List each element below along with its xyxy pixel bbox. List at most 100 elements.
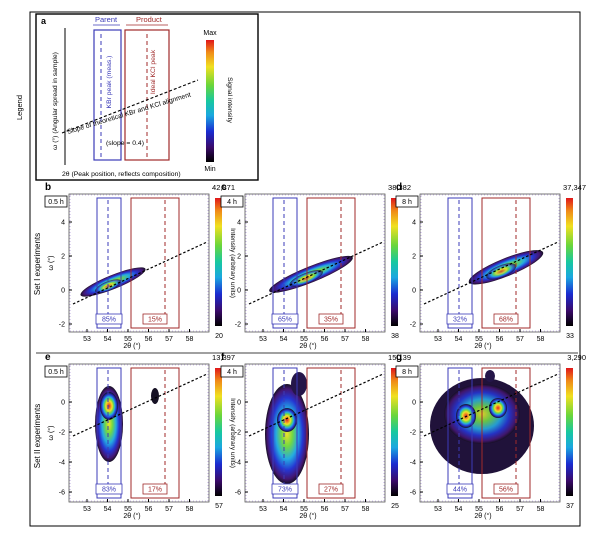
product-box [306,197,356,329]
y-tick-label: 4 [237,220,241,227]
legend-kbr-peak: KBr peak (meas.) [106,56,113,109]
x-tick-label: 54 [455,336,463,343]
x-tick-label: 53 [259,506,267,513]
y-axis-label: ω (°) [47,256,55,271]
panel-letter: d [396,182,402,193]
y-tick-label: -2 [410,430,416,437]
product-pct: 35% [324,317,338,324]
legend-product-box [124,29,170,161]
parent-pct: 44% [453,487,467,494]
parent-box [272,367,298,499]
time-label: 8 h [402,369,412,376]
x-tick-label: 53 [83,506,91,513]
x-tick-label: 57 [516,506,524,513]
colorbar-max-value: 42,871 [212,183,235,192]
x-tick-label: 57 [165,336,173,343]
product-pct-box [142,483,168,495]
product-pct-box [318,313,344,325]
slope-line [423,373,559,437]
legend-colorbar-icon [206,40,214,162]
colorbar-min-value: 25 [391,503,399,510]
x-tick-label: 57 [516,336,524,343]
x-tick-label: 56 [145,506,153,513]
x-tick-label: 55 [300,506,308,513]
x-axis-label: 2θ (°) [299,512,316,520]
y-tick-label: 0 [412,400,416,407]
time-box [220,195,244,208]
legend-colorbar-max: Max [203,30,217,37]
x-tick-label: 54 [280,506,288,513]
parent-pct-box [271,483,299,495]
slope-line [423,241,559,305]
heat-core [489,398,507,418]
panel-border-dots [245,364,385,502]
colorbar-icon [566,368,573,496]
panel-border-dots [420,364,560,502]
y-tick-label: -2 [59,430,65,437]
parent-pct-box [95,483,123,495]
legend-side-label: Legend [15,95,24,120]
y-tick-label: -4 [235,460,241,467]
y-tick-label: -6 [410,490,416,497]
product-box [481,197,531,329]
colorbar-icon [215,368,222,496]
y-tick-label: -2 [410,322,416,329]
legend-panel: a Legend Parent Product KBr peak (meas.)… [15,13,259,181]
legend-xlabel: 2θ (Peak position, reflects composition) [62,171,181,178]
colorbar-min-value: 33 [566,333,574,340]
y-tick-label: 4 [412,220,416,227]
product-pct-box [318,483,344,495]
x-tick-label: 56 [496,336,504,343]
product-box [130,197,180,329]
heat-speck [291,372,307,396]
x-tick-label: 58 [186,336,194,343]
x-tick-label: 54 [455,506,463,513]
x-axis-label: 2θ (°) [474,512,491,520]
x-tick-label: 53 [259,336,267,343]
colorbar-min-value: 38 [391,333,399,340]
colorbar-max-value: 37,347 [563,183,586,192]
panel-frame [68,193,210,333]
x-axis-label: 2θ (°) [123,512,140,520]
panel-letter: e [45,352,51,363]
slope-line [72,373,208,437]
y-tick-label: 2 [61,254,65,261]
panel-e: e 0.5 h 13,397 83% 17% 57 Intensity (arbitrary… [44,352,236,520]
x-tick-label: 56 [496,506,504,513]
parent-pct-box [271,313,299,325]
panel-g: g8 h 3,290 44% 56% 37 53 54 55 56 57 58 2θ (°) 0 -2 -4… [395,352,586,520]
parent-pct-box [446,483,474,495]
y-tick-label: -6 [235,490,241,497]
colorbar-max-value: 13,397 [212,353,235,362]
panel-letter: f [221,352,225,363]
legend-colorbar-label: Signal intensity [226,77,233,123]
panel-letter: c [221,182,227,193]
parent-box [96,197,122,329]
time-label: 4 h [227,369,237,376]
x-tick-label: 57 [165,506,173,513]
heat-core [486,263,517,280]
time-label: 0.5 h [48,199,64,206]
y-tick-label: 0 [237,400,241,407]
colorbar-min-value: 57 [215,503,223,510]
x-tick-label: 55 [475,336,483,343]
legend-parent-box [93,29,122,161]
parent-box [96,367,122,499]
x-axis-label: 2θ (°) [299,342,316,350]
time-box [44,195,68,208]
parent-box [447,197,473,329]
colorbar-min-value: 20 [215,333,223,340]
slope-line [248,373,384,437]
x-tick-label: 56 [321,336,329,343]
panel-c: c4 h 38,382 65% 35% 38 53 54 55 56 57 58 2θ (°) 4 2 0 -… [220,182,411,350]
heat-core [277,408,297,432]
legend-slope-text: Slope of theoretical KBr and KCl alignme… [67,92,192,136]
x-tick-label: 58 [362,336,370,343]
parent-pct-box [95,313,123,325]
y-tick-label: -6 [59,490,65,497]
y-tick-label: 0 [412,288,416,295]
colorbar-label: Intensity (arbitrary units) [229,398,236,468]
x-tick-label: 54 [104,336,112,343]
